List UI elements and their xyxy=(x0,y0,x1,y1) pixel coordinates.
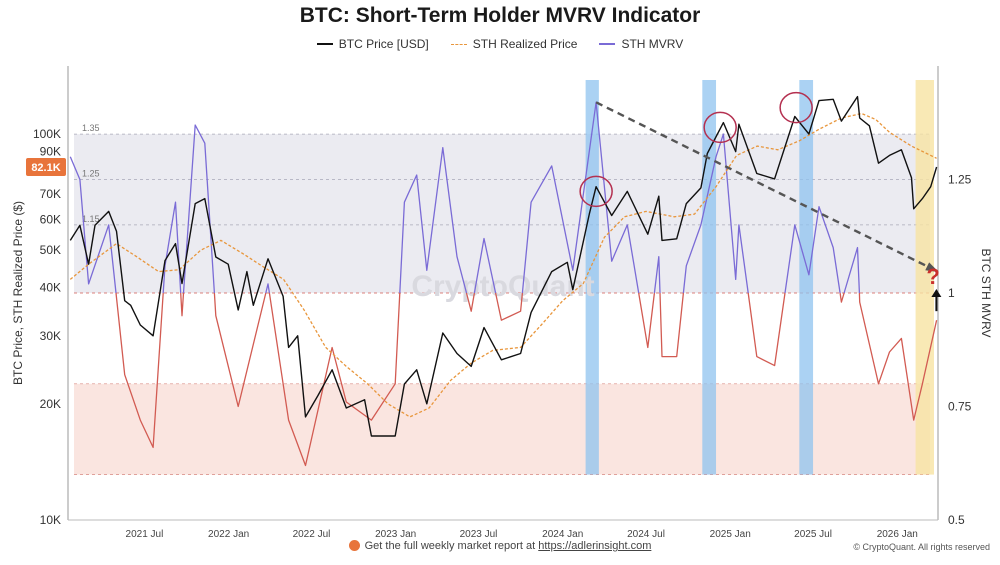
legend-swatch-sth-mvrv xyxy=(599,43,616,45)
mvrv-series-line xyxy=(638,292,656,349)
x-tick-label: 2024 Jan xyxy=(542,529,583,540)
mvrv-series-line xyxy=(465,292,476,312)
left-tick-label: 50K xyxy=(40,243,61,257)
current-price-label: 82.1K xyxy=(31,162,60,174)
mvrv-series-line xyxy=(784,206,841,294)
highlight-circle xyxy=(703,111,737,144)
legend-swatch-sth-realized-price xyxy=(450,43,467,45)
legend-item-sth-realized-price[interactable]: STH Realized Price xyxy=(450,37,578,51)
mvrv-series-line xyxy=(521,101,640,294)
left-tick-label: 60K xyxy=(40,213,61,227)
mvrv-undervalued-zone xyxy=(74,383,930,475)
highlight-circle xyxy=(579,175,613,208)
trend-arrow-head xyxy=(925,262,939,273)
mvrv-series-line xyxy=(682,133,749,294)
x-tick-label: 2022 Jan xyxy=(208,529,249,540)
right-tick-label: 0.5 xyxy=(948,513,965,527)
x-tick-label: 2024 Jul xyxy=(627,529,665,540)
footer-link[interactable]: https://adlerinsight.com xyxy=(538,540,652,552)
x-tick-label: 2025 Jan xyxy=(710,529,751,540)
mvrv-series-line xyxy=(858,292,938,421)
legend-label-sth-realized-price: STH Realized Price xyxy=(472,37,578,51)
left-tick-label: 100K xyxy=(33,127,61,141)
btc-price-line xyxy=(69,95,938,437)
left-tick-label: 10K xyxy=(40,513,61,527)
mvrv-series-line xyxy=(213,292,267,408)
left-tick-label: 40K xyxy=(40,281,61,295)
band-label: 1.25 xyxy=(82,169,100,179)
x-tick-label: 2023 Jul xyxy=(460,529,498,540)
left-tick-label: 20K xyxy=(40,397,61,411)
current-zone-column xyxy=(915,80,934,475)
right-axis-title: BTC STH MVRV xyxy=(979,248,993,337)
watermark: CryptoQuant xyxy=(411,270,594,303)
left-tick-label: 90K xyxy=(40,145,61,159)
mvrv-series-line xyxy=(268,292,401,467)
mvrv-series-line xyxy=(839,292,845,303)
left-axis-title: BTC Price, STH Realized Price ($) xyxy=(11,201,25,385)
chart-title: BTC: Short-Term Holder MVRV Indicator xyxy=(299,4,701,27)
mvrv-overheat-zone xyxy=(74,134,930,293)
band-label: 1.35 xyxy=(82,123,100,133)
x-tick-label: 2021 Jul xyxy=(126,529,164,540)
mvrv-series-line xyxy=(747,292,786,367)
highlight-circle xyxy=(779,91,813,124)
legend-label-btc-price: BTC Price [USD] xyxy=(338,37,429,51)
left-tick-label: 70K xyxy=(40,187,61,201)
legend: BTC Price [USD] STH Realized Price STH M… xyxy=(0,37,1000,51)
legend-item-btc-price[interactable]: BTC Price [USD] xyxy=(316,37,429,51)
mvrv-series-line xyxy=(115,292,164,449)
report-dot-icon xyxy=(348,540,360,551)
legend-item-sth-mvrv[interactable]: STH MVRV xyxy=(599,37,683,51)
legend-label-sth-mvrv: STH MVRV xyxy=(621,37,684,51)
mvrv-series-line xyxy=(180,292,185,317)
footer-note: Get the full weekly market report at htt… xyxy=(0,540,1000,552)
x-tick-label: 2023 Jan xyxy=(375,529,416,540)
mvrv-series-line xyxy=(399,147,468,294)
right-tick-label: 0.75 xyxy=(948,400,972,414)
footer-text: Get the full weekly market report at xyxy=(364,540,539,552)
left-tick-label: 30K xyxy=(40,329,61,343)
legend-swatch-btc-price xyxy=(316,43,333,45)
x-tick-label: 2025 Jul xyxy=(794,529,832,540)
mvrv-series-line xyxy=(265,283,271,294)
x-tick-label: 2022 Jul xyxy=(293,529,331,540)
mvrv-series-line xyxy=(162,201,182,294)
copyright: © CryptoQuant. All rights reserved xyxy=(853,542,990,552)
mvrv-series-line xyxy=(653,256,661,294)
mvrv-series-line xyxy=(473,237,497,294)
highlight-column xyxy=(702,80,717,475)
up-arrow-head xyxy=(931,289,942,297)
mvrv-series-line xyxy=(182,124,216,294)
band-label: 1.15 xyxy=(82,214,100,224)
right-tick-label: 1.25 xyxy=(948,173,972,187)
sth-realized-price-line xyxy=(69,112,937,418)
mvrv-series-line xyxy=(843,246,861,294)
trend-arrow-line xyxy=(595,101,936,272)
highlight-column xyxy=(799,80,814,475)
question-mark-icon: ? xyxy=(926,264,939,289)
mvrv-series-line xyxy=(659,292,685,358)
mvrv-series-line xyxy=(494,292,524,321)
right-tick-label: 1 xyxy=(948,286,955,300)
x-tick-label: 2026 Jan xyxy=(877,529,918,540)
current-price-badge xyxy=(26,158,66,177)
